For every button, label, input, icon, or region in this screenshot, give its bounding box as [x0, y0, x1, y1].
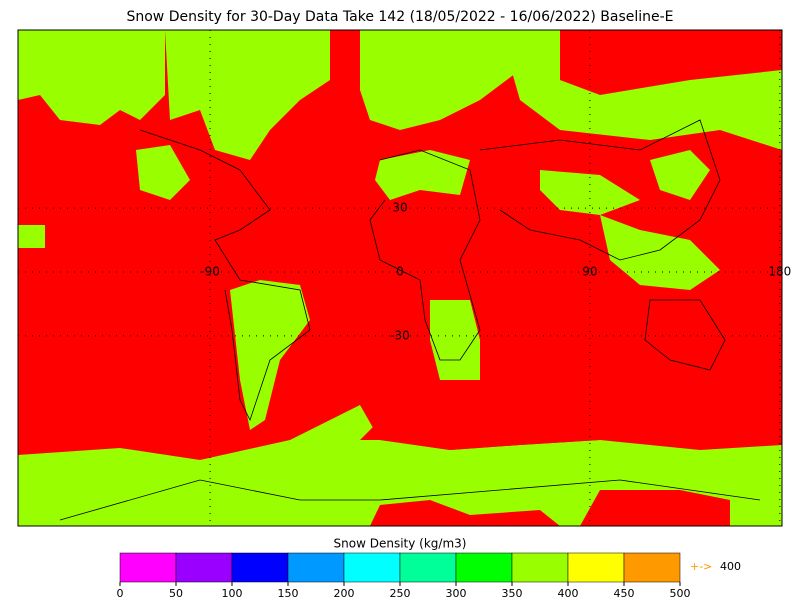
colorbar-tick-label: 450: [614, 587, 635, 600]
colorbar-segment: [343, 552, 401, 583]
lon-label: 180: [768, 265, 791, 279]
map-frame: [17, 29, 783, 527]
colorbar-tick-label: 250: [390, 587, 411, 600]
colorbar-label: Snow Density (kg/m3): [334, 537, 467, 551]
colorbar-segment: [567, 552, 625, 583]
map: 30 0 -30 -90 90 180: [17, 29, 791, 527]
lat-label: 0: [396, 265, 404, 279]
colorbar-segment: [455, 552, 513, 583]
colorbar-tick-label: 0: [117, 587, 124, 600]
red-patches: [360, 400, 730, 526]
lon-label: -90: [200, 265, 220, 279]
colorbar-tick-label: 150: [278, 587, 299, 600]
colorbar-segment: [287, 552, 345, 583]
colorbar-tick-label: 500: [670, 587, 691, 600]
colorbar-segment: [399, 552, 457, 583]
lat-label: -30: [390, 328, 410, 342]
overflow-arrow: +->: [690, 560, 712, 573]
colorbar-segment: [623, 552, 681, 583]
lat-label: 30: [392, 201, 407, 215]
coastlines: [59, 119, 761, 521]
colorbar-tick-label: 100: [222, 587, 243, 600]
overflow-value: 400: [720, 560, 741, 573]
map-title: Snow Density for 30-Day Data Take 142 (1…: [126, 9, 673, 25]
colorbar-segment: [231, 552, 289, 583]
lon-label: 90: [582, 265, 597, 279]
green-regions: [18, 30, 782, 526]
colorbar-tick-label: 350: [502, 587, 523, 600]
colorbar-tick-label: 200: [334, 587, 355, 600]
colorbar-tick-label: 50: [169, 587, 183, 600]
colorbar-tick-label: 400: [558, 587, 579, 600]
colorbar: 0 50 100 150 200 250 300 350 400 450 500: [117, 552, 691, 600]
graticule: 30 0 -30 -90 90 180: [18, 30, 791, 526]
colorbar-segment: [119, 552, 177, 583]
colorbar-segment: [511, 552, 569, 583]
colorbar-segment: [175, 552, 233, 583]
colorbar-tick-label: 300: [446, 587, 467, 600]
